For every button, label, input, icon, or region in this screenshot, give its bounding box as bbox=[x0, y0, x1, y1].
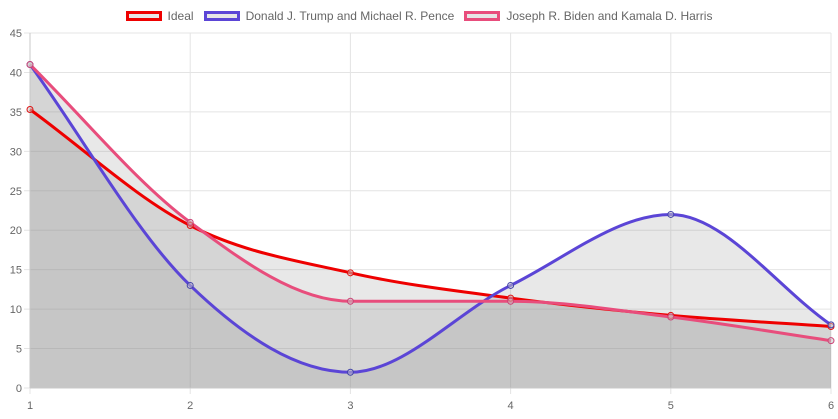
legend-item-trump-pence[interactable]: Donald J. Trump and Michael R. Pence bbox=[203, 9, 455, 23]
y-tick-label: 45 bbox=[10, 28, 22, 40]
series-lines bbox=[28, 63, 832, 374]
legend-label-trump-pence: Donald J. Trump and Michael R. Pence bbox=[245, 9, 455, 23]
y-tick-label: 35 bbox=[10, 107, 22, 119]
data-point[interactable] bbox=[26, 61, 34, 69]
data-point[interactable] bbox=[667, 313, 675, 321]
y-tick-label: 40 bbox=[10, 67, 22, 79]
axes bbox=[29, 33, 831, 389]
y-tick-label: 25 bbox=[10, 186, 22, 198]
series-area bbox=[30, 64, 831, 389]
chart-legend: Ideal Donald J. Trump and Michael R. Pen… bbox=[0, 7, 838, 25]
legend-item-biden-harris[interactable]: Joseph R. Biden and Kamala D. Harris bbox=[464, 9, 712, 23]
data-point[interactable] bbox=[186, 281, 194, 289]
x-tick-label: 4 bbox=[508, 400, 514, 412]
y-tick-label: 20 bbox=[10, 225, 22, 237]
series-area bbox=[30, 109, 831, 389]
area-fills bbox=[30, 64, 831, 389]
data-point[interactable] bbox=[827, 337, 835, 345]
legend-swatch-biden-harris bbox=[464, 11, 501, 21]
legend-label-ideal: Ideal bbox=[167, 9, 194, 23]
x-tick-label: 6 bbox=[828, 400, 834, 412]
x-tick-label: 5 bbox=[668, 400, 674, 412]
y-tick-label: 15 bbox=[10, 265, 22, 277]
x-tick-label: 2 bbox=[187, 400, 193, 412]
data-point[interactable] bbox=[507, 297, 515, 305]
series-line bbox=[29, 108, 832, 328]
data-point[interactable] bbox=[667, 210, 675, 218]
y-tick-label: 0 bbox=[16, 383, 22, 395]
data-point[interactable] bbox=[346, 368, 354, 376]
data-point[interactable] bbox=[346, 269, 354, 277]
y-tick-label: 5 bbox=[16, 344, 22, 356]
y-tick-label: 30 bbox=[10, 146, 22, 158]
series-line bbox=[28, 63, 832, 374]
x-tick-label: 3 bbox=[347, 400, 353, 412]
series-line bbox=[28, 63, 832, 343]
legend-label-biden-harris: Joseph R. Biden and Kamala D. Harris bbox=[506, 9, 713, 23]
data-points bbox=[26, 61, 835, 376]
data-point[interactable] bbox=[507, 281, 515, 289]
data-point[interactable] bbox=[26, 106, 34, 114]
data-point[interactable] bbox=[346, 297, 354, 305]
series-area bbox=[30, 64, 831, 389]
legend-swatch-trump-pence bbox=[203, 11, 240, 21]
data-point[interactable] bbox=[827, 321, 835, 329]
legend-item-ideal[interactable]: Ideal bbox=[125, 9, 194, 23]
y-tick-label: 10 bbox=[10, 304, 22, 316]
data-point[interactable] bbox=[186, 218, 194, 226]
x-tick-label: 1 bbox=[27, 400, 33, 412]
legend-swatch-ideal bbox=[125, 11, 162, 21]
